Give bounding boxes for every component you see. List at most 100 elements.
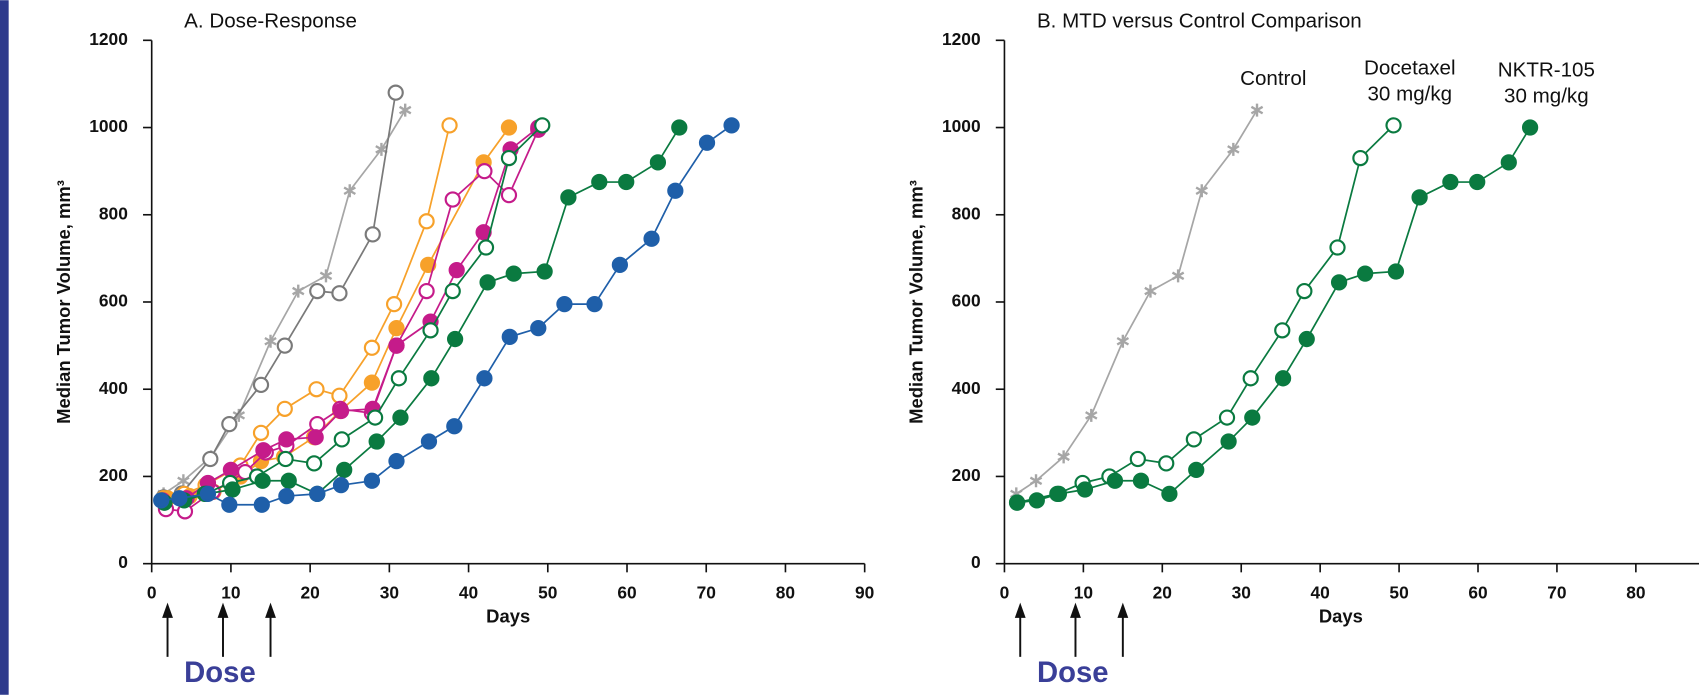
point	[420, 433, 438, 450]
point	[698, 134, 716, 151]
point	[1085, 408, 1098, 422]
series-line	[164, 124, 543, 504]
point	[1500, 154, 1517, 171]
point	[1195, 184, 1208, 198]
point	[388, 320, 405, 337]
point	[1296, 282, 1313, 300]
point	[375, 142, 388, 156]
series-line	[161, 124, 733, 506]
x-tick-label: 20	[300, 583, 319, 603]
series-line	[163, 92, 397, 499]
point	[221, 415, 238, 433]
point	[1469, 173, 1486, 191]
point	[1244, 409, 1261, 426]
y-tick-label: 1200	[942, 29, 981, 49]
series-line	[163, 109, 406, 495]
point	[1171, 269, 1185, 283]
point	[336, 461, 353, 479]
point	[500, 119, 518, 136]
point	[222, 461, 240, 479]
y-axis-label: Median Tumor Volume, mm³	[53, 180, 74, 424]
point	[398, 103, 412, 117]
point	[1161, 485, 1178, 503]
y-tick-label: 1000	[942, 116, 981, 136]
point	[319, 269, 333, 283]
point	[723, 117, 740, 134]
point	[671, 119, 688, 136]
point	[611, 256, 629, 274]
point	[1385, 117, 1402, 134]
x-tick-label: 20	[1153, 583, 1172, 603]
point	[536, 263, 553, 280]
point	[366, 409, 384, 426]
point	[1250, 103, 1264, 117]
point	[420, 256, 437, 274]
point	[280, 472, 297, 489]
x-axis-label: Days	[486, 606, 530, 627]
point	[388, 453, 405, 470]
y-tick-label: 800	[952, 203, 981, 223]
point	[331, 285, 348, 302]
point	[1076, 481, 1094, 498]
point	[448, 262, 465, 279]
point	[278, 431, 295, 448]
x-tick-label: 10	[221, 583, 240, 603]
point	[1220, 433, 1237, 450]
point	[1330, 274, 1348, 291]
x-tick-label: 50	[538, 583, 557, 603]
x-tick-label: 40	[459, 583, 478, 603]
point	[649, 154, 667, 171]
point	[308, 381, 325, 398]
point	[441, 117, 458, 134]
point	[224, 481, 241, 498]
point	[309, 282, 326, 300]
point	[618, 173, 635, 191]
y-tick-label: 600	[99, 291, 128, 311]
point	[1274, 322, 1291, 339]
point	[387, 84, 404, 101]
y-tick-label: 600	[952, 291, 981, 311]
dose-label: Dose	[1037, 657, 1109, 689]
point	[292, 284, 305, 298]
point	[1057, 450, 1070, 464]
x-tick-label: 40	[1311, 583, 1330, 603]
point	[385, 296, 403, 313]
point	[505, 265, 522, 282]
point	[1357, 265, 1374, 282]
y-tick-label: 800	[99, 203, 128, 223]
x-tick-label: 80	[1626, 583, 1645, 603]
point	[1227, 142, 1240, 156]
point	[305, 455, 323, 472]
point	[446, 330, 464, 348]
y-tick-label: 1200	[89, 29, 128, 49]
point	[392, 409, 409, 426]
point	[418, 213, 435, 230]
point	[501, 328, 518, 346]
series-label: NKTR-105	[1498, 59, 1595, 82]
point	[332, 402, 350, 420]
point	[309, 415, 326, 433]
point	[309, 485, 326, 503]
point	[177, 474, 190, 488]
point	[1129, 450, 1146, 468]
point	[591, 173, 608, 191]
point	[1442, 173, 1459, 191]
point	[500, 187, 518, 204]
point	[1387, 263, 1405, 280]
y-tick-label: 400	[99, 378, 128, 398]
point	[446, 418, 463, 435]
point	[1411, 189, 1428, 206]
dose-arrowhead	[162, 602, 173, 618]
y-tick-label: 400	[952, 378, 981, 398]
dose-arrowhead	[217, 602, 229, 618]
point	[388, 337, 405, 354]
point	[422, 322, 439, 339]
series-line	[1015, 109, 1258, 495]
x-tick-label: 30	[1232, 583, 1251, 603]
y-tick-label: 0	[118, 552, 128, 572]
point	[199, 485, 217, 503]
point	[560, 189, 577, 206]
x-tick-label: 0	[1000, 583, 1010, 603]
point	[1352, 149, 1369, 167]
point	[255, 442, 272, 459]
